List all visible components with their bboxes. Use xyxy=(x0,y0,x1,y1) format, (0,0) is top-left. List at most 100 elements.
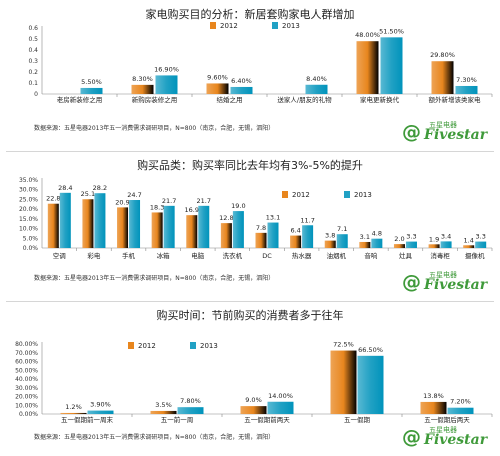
category-label: 五一前一周 xyxy=(161,415,194,424)
data-label: 21.7 xyxy=(197,197,211,205)
legend-swatch xyxy=(190,342,196,349)
category-label: 油烟机 xyxy=(326,251,346,260)
category-label: 摄像机 xyxy=(465,251,485,260)
y-tick-label: 0.6 xyxy=(28,25,38,32)
bar-2013 xyxy=(455,85,478,94)
bar-2012 xyxy=(431,61,454,94)
y-tick-label: 20.00% xyxy=(15,394,38,401)
legend-swatch xyxy=(128,342,134,349)
category-label: 手机 xyxy=(122,251,136,260)
bar-2013 xyxy=(230,86,253,94)
data-label: 3.5% xyxy=(155,401,172,409)
category-label: 彩电 xyxy=(87,251,101,260)
data-label: 9.60% xyxy=(207,73,228,81)
data-label: 8.30% xyxy=(132,75,153,83)
legend-swatch xyxy=(344,191,350,198)
y-tick-label: 30.00% xyxy=(15,385,38,392)
bar-2013 xyxy=(267,222,279,248)
bar-2012 xyxy=(117,207,129,248)
data-label: 22.8 xyxy=(46,195,60,203)
bar-2012 xyxy=(356,41,379,94)
y-tick-label: 0.4 xyxy=(28,47,38,54)
category-label: 五一假期后两天 xyxy=(424,415,470,424)
bar-2013 xyxy=(177,407,204,414)
category-label: 音响 xyxy=(364,251,378,260)
bar-2013 xyxy=(80,87,103,94)
y-tick-label: 0.1 xyxy=(28,80,38,87)
y-tick-label: 50.00% xyxy=(15,367,38,374)
y-tick-label: 0.0% xyxy=(23,245,39,252)
legend-label: 2012 xyxy=(292,191,310,199)
y-tick-label: 0.2 xyxy=(28,69,38,76)
category-label: DC xyxy=(262,252,272,260)
data-label: 2.0 xyxy=(394,235,404,243)
bar-2012 xyxy=(428,244,440,248)
bar-2012 xyxy=(151,212,163,248)
data-label: 16.90% xyxy=(154,65,179,73)
data-label: 13.1 xyxy=(266,214,280,222)
data-label: 3.90% xyxy=(90,401,111,409)
bar-2012 xyxy=(255,232,267,248)
category-label: 结婚之用 xyxy=(217,95,243,104)
data-label: 28.2 xyxy=(93,184,107,192)
category-label: 五一假期前两天 xyxy=(244,415,290,424)
chart-title: 购买时间：节前购买的消费者多于往年 xyxy=(157,308,344,322)
legend-swatch xyxy=(210,22,216,29)
data-label: 7.80% xyxy=(180,397,201,405)
divider xyxy=(6,301,494,302)
bar-2013 xyxy=(59,192,71,248)
y-tick-label: 0.3 xyxy=(28,58,38,65)
bar-2012 xyxy=(240,406,267,414)
bar-2012 xyxy=(330,350,357,414)
y-tick-label: 10.0% xyxy=(19,226,38,233)
fivestar-logo: @ 五星电器 Fivestar xyxy=(402,121,488,143)
data-label: 3.3 xyxy=(406,233,416,241)
data-label: 3.8 xyxy=(325,232,335,240)
y-tick-label: 5.0% xyxy=(23,235,39,242)
data-label: 16.9 xyxy=(185,206,199,214)
category-label: 家电更新换代 xyxy=(360,95,400,104)
data-label: 72.5% xyxy=(333,341,354,349)
bar-2013 xyxy=(163,205,175,248)
bar-2012 xyxy=(463,245,475,248)
data-label: 6.4 xyxy=(290,227,300,235)
data-label: 18.3 xyxy=(150,203,164,211)
category-label: 送家人/朋友的礼物 xyxy=(277,95,332,104)
source-note: 数据来源：五星电器2013年五一消费需求调研项目，N=800（南京，合肥，无锡，… xyxy=(34,274,274,282)
bar-2013 xyxy=(447,407,474,414)
chart-panel-purpose: 家电购买目的分析：新居套购家电人群增加 0 0.1 0.2 0.3 0.4 0.5 0.6 5.… xyxy=(0,0,500,152)
bar-2012 xyxy=(47,203,59,248)
source-note: 数据来源：五星电器2013年五一消费需求调研项目，N=800（南京，合肥，无锡，… xyxy=(34,124,274,132)
y-tick-label: 0.00% xyxy=(19,411,38,418)
chart-panel-category: 购买品类：购买率同比去年均有3%-5%的提升 0.0% 5.0% 10.0% 15.0%… xyxy=(0,152,500,302)
bar-2013 xyxy=(267,401,294,414)
legend-swatch xyxy=(272,22,278,29)
category-label: 消毒柜 xyxy=(430,251,450,260)
bar-2013 xyxy=(305,84,328,94)
y-tick-label: 40.00% xyxy=(15,376,38,383)
bar-2013 xyxy=(440,241,452,248)
legend-label: 2013 xyxy=(282,22,300,30)
data-label: 13.8% xyxy=(423,392,444,400)
data-label: 3.1 xyxy=(360,233,370,241)
category-label: 灶具 xyxy=(399,251,413,260)
y-tick-label: 30.0% xyxy=(19,187,38,194)
bar-2013 xyxy=(129,200,141,248)
y-tick-label: 35.0% xyxy=(19,177,38,184)
data-label: 3.4 xyxy=(441,232,451,240)
data-label: 66.50% xyxy=(358,346,383,354)
bar-2012 xyxy=(150,410,177,414)
legend-label: 2012 xyxy=(138,342,156,350)
bar-2013 xyxy=(380,37,403,94)
y-tick-label: 15.0% xyxy=(19,216,38,223)
bar-2013 xyxy=(155,75,178,94)
y-tick-label: 0 xyxy=(34,91,38,98)
category-label: 热水器 xyxy=(292,251,312,260)
bar-2012 xyxy=(359,241,371,248)
bar-2013 xyxy=(198,205,210,248)
bar-2013 xyxy=(357,355,384,414)
category-label: 五一假期 xyxy=(344,415,371,424)
data-label: 7.20% xyxy=(450,398,471,406)
data-label: 28.4 xyxy=(58,184,72,192)
data-label: 25.1 xyxy=(81,190,95,198)
